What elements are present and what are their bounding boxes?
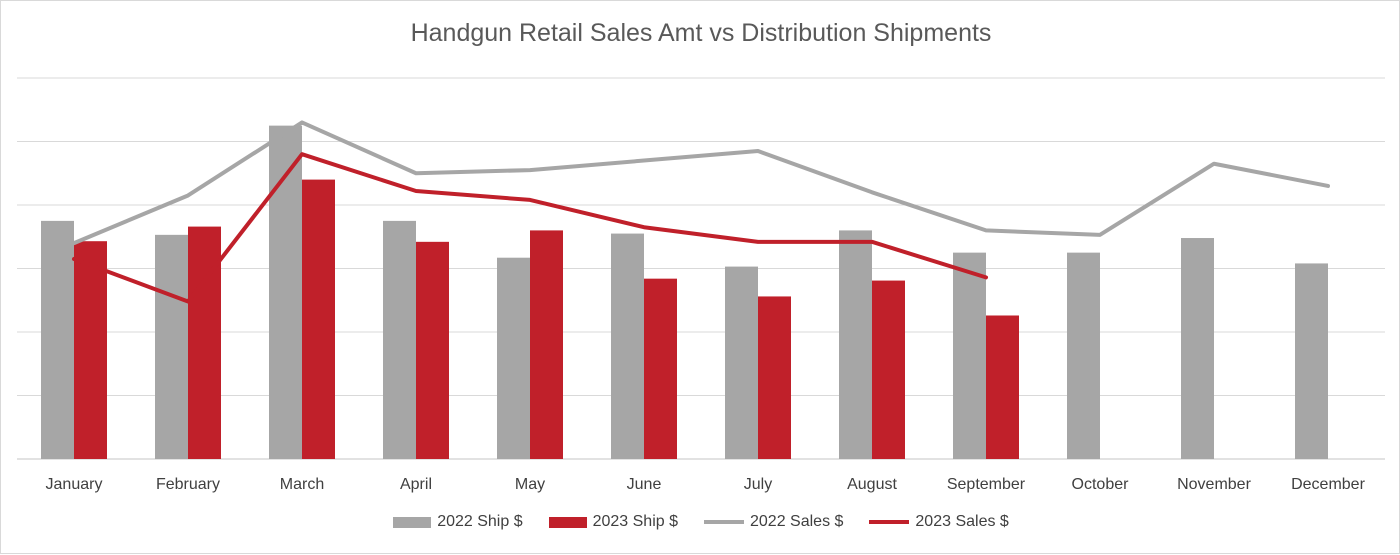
bar-2022-ship--june bbox=[611, 233, 644, 459]
bar-2022-ship--january bbox=[41, 220, 74, 459]
legend-item-2022-ship-: 2022 Ship $ bbox=[393, 513, 523, 531]
bar-2023-ship--may bbox=[530, 230, 563, 459]
x-tick-label-june: June bbox=[627, 476, 662, 493]
gridlines bbox=[17, 77, 1385, 460]
x-axis-tick-labels: January February March April May June July Augu… bbox=[46, 476, 1366, 493]
bar-2023-ship--july bbox=[758, 296, 791, 459]
bar-2022-ship--july bbox=[725, 266, 758, 459]
bar-2022-ship--december bbox=[1295, 263, 1328, 459]
x-tick-label-february: February bbox=[156, 476, 220, 493]
bar-2023-ship--june bbox=[644, 278, 677, 459]
bar-2022-ship--november bbox=[1181, 238, 1214, 459]
x-tick-label-march: March bbox=[280, 476, 324, 493]
bar-2022-ship--february bbox=[155, 234, 188, 459]
x-tick-label-july: July bbox=[744, 476, 772, 493]
bar-2023-ship--february bbox=[188, 226, 221, 459]
bar-2022-ship--may bbox=[497, 257, 530, 459]
bar-2023-ship--september bbox=[986, 315, 1019, 459]
x-tick-label-may: May bbox=[515, 476, 545, 493]
bar-2022-ship--october bbox=[1067, 252, 1100, 459]
legend-label: 2022 Ship $ bbox=[437, 513, 523, 530]
lines bbox=[72, 120, 1330, 304]
x-tick-label-october: October bbox=[1072, 476, 1130, 493]
legend-label: 2023 Ship $ bbox=[592, 513, 678, 530]
x-tick-label-january: January bbox=[46, 476, 103, 493]
x-tick-label-november: November bbox=[1177, 476, 1251, 493]
legend-swatch bbox=[393, 516, 432, 528]
legend-swatch bbox=[869, 520, 910, 524]
x-tick-label-april: April bbox=[400, 476, 432, 493]
bar-2023-ship--january bbox=[74, 241, 107, 459]
bar-2022-ship--september bbox=[953, 252, 986, 459]
legend-item-2022-sales-: 2022 Sales $ bbox=[704, 513, 843, 531]
bars bbox=[41, 125, 1328, 459]
legend-item-2023-sales-: 2023 Sales $ bbox=[869, 513, 1009, 531]
x-tick-label-december: December bbox=[1291, 476, 1365, 493]
legend-item-2023-ship-: 2023 Ship $ bbox=[548, 513, 678, 531]
line-2022-sales- bbox=[72, 120, 1330, 246]
legend-swatch bbox=[704, 520, 744, 524]
bar-2022-ship--april bbox=[383, 220, 416, 459]
chart-title: Handgun Retail Sales Amt vs Distribution… bbox=[410, 19, 992, 47]
legend: 2022 Ship $ 2023 Ship $ 2022 Sales $ 2023 S… bbox=[1, 513, 1400, 531]
legend-swatch bbox=[548, 516, 587, 528]
line-2023-sales- bbox=[72, 152, 988, 304]
x-tick-label-august: August bbox=[847, 476, 897, 493]
bar-2022-ship--august bbox=[839, 230, 872, 459]
bar-2023-ship--april bbox=[416, 241, 449, 459]
bar-2023-ship--august bbox=[872, 280, 905, 459]
bar-2023-ship--march bbox=[302, 179, 335, 459]
legend-label: 2023 Sales $ bbox=[915, 513, 1009, 530]
x-tick-label-september: September bbox=[947, 476, 1026, 493]
bar-2022-ship--march bbox=[269, 125, 302, 459]
legend-label: 2022 Sales $ bbox=[750, 513, 844, 530]
